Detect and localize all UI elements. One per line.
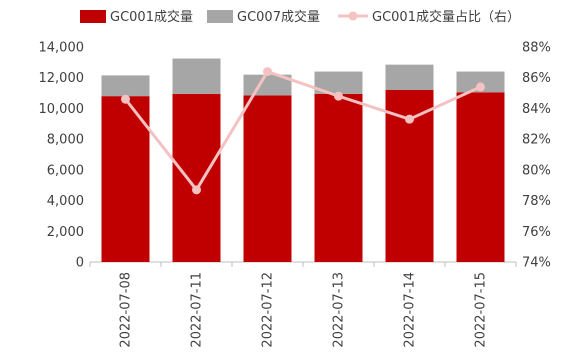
y-right-tick-label: 84% <box>522 102 551 117</box>
x-tick-label: 2022-07-14 <box>403 272 418 348</box>
bar-gc007 <box>314 71 363 94</box>
legend-swatch-gc007 <box>207 10 233 23</box>
x-tick-label: 2022-07-12 <box>261 272 276 348</box>
ratio-line-path <box>124 69 482 193</box>
bar-gc007 <box>172 58 221 94</box>
y-left-tick-label: 2,000 <box>47 225 84 240</box>
bar-gc007 <box>101 75 150 97</box>
y-right-tick-label: 88% <box>522 41 551 56</box>
bar-gc001 <box>243 95 292 262</box>
y-right-tick-label: 82% <box>522 133 551 148</box>
ratio-point <box>334 91 343 101</box>
legend: GC001成交量 GC007成交量 GC001成交量占比（右） <box>80 9 520 25</box>
x-tick-label: 2022-07-08 <box>119 272 134 348</box>
x-tick-label: 2022-07-11 <box>190 272 205 348</box>
bar-gc001 <box>172 93 221 262</box>
ratio-point <box>121 94 130 104</box>
y-left-tick-label: 14,000 <box>39 41 85 56</box>
y-left-tick-label: 8,000 <box>47 133 84 148</box>
y-right-tick-label: 86% <box>522 71 551 86</box>
ratio-point <box>192 185 201 195</box>
axes: 0 2,000 4,000 6,000 8,000 10,000 12,000 14,000 7… <box>39 41 551 348</box>
y-left-tick-label: 0 <box>76 256 84 271</box>
bar-gc001 <box>456 92 505 262</box>
y-left-tick-label: 4,000 <box>47 194 84 209</box>
bar-gc007 <box>456 71 505 93</box>
y-left-tick-label: 12,000 <box>39 71 85 86</box>
bar-gc001 <box>101 96 150 263</box>
x-tick-label: 2022-07-15 <box>474 272 489 348</box>
bars <box>101 58 505 263</box>
x-tick-label: 2022-07-13 <box>332 272 347 348</box>
legend-swatch-gc001 <box>80 10 106 23</box>
y-right-tick-label: 80% <box>522 163 551 178</box>
y-right-tick-label: 78% <box>522 194 551 209</box>
ratio-point <box>476 82 485 92</box>
y-right-tick-label: 74% <box>522 256 551 271</box>
legend-marker-ratio <box>348 11 358 21</box>
legend-label-ratio: GC001成交量占比（右） <box>372 9 520 25</box>
bar-gc001 <box>314 93 363 262</box>
y-left-tick-label: 10,000 <box>39 102 85 117</box>
ratio-line <box>121 67 485 195</box>
ratio-point <box>263 67 272 77</box>
y-right-tick-label: 76% <box>522 225 551 240</box>
legend-label-gc007: GC007成交量 <box>237 9 320 25</box>
legend-label-gc001: GC001成交量 <box>110 9 193 25</box>
bar-gc007 <box>385 64 434 90</box>
y-left-tick-label: 6,000 <box>47 163 84 178</box>
ratio-point <box>405 114 414 124</box>
